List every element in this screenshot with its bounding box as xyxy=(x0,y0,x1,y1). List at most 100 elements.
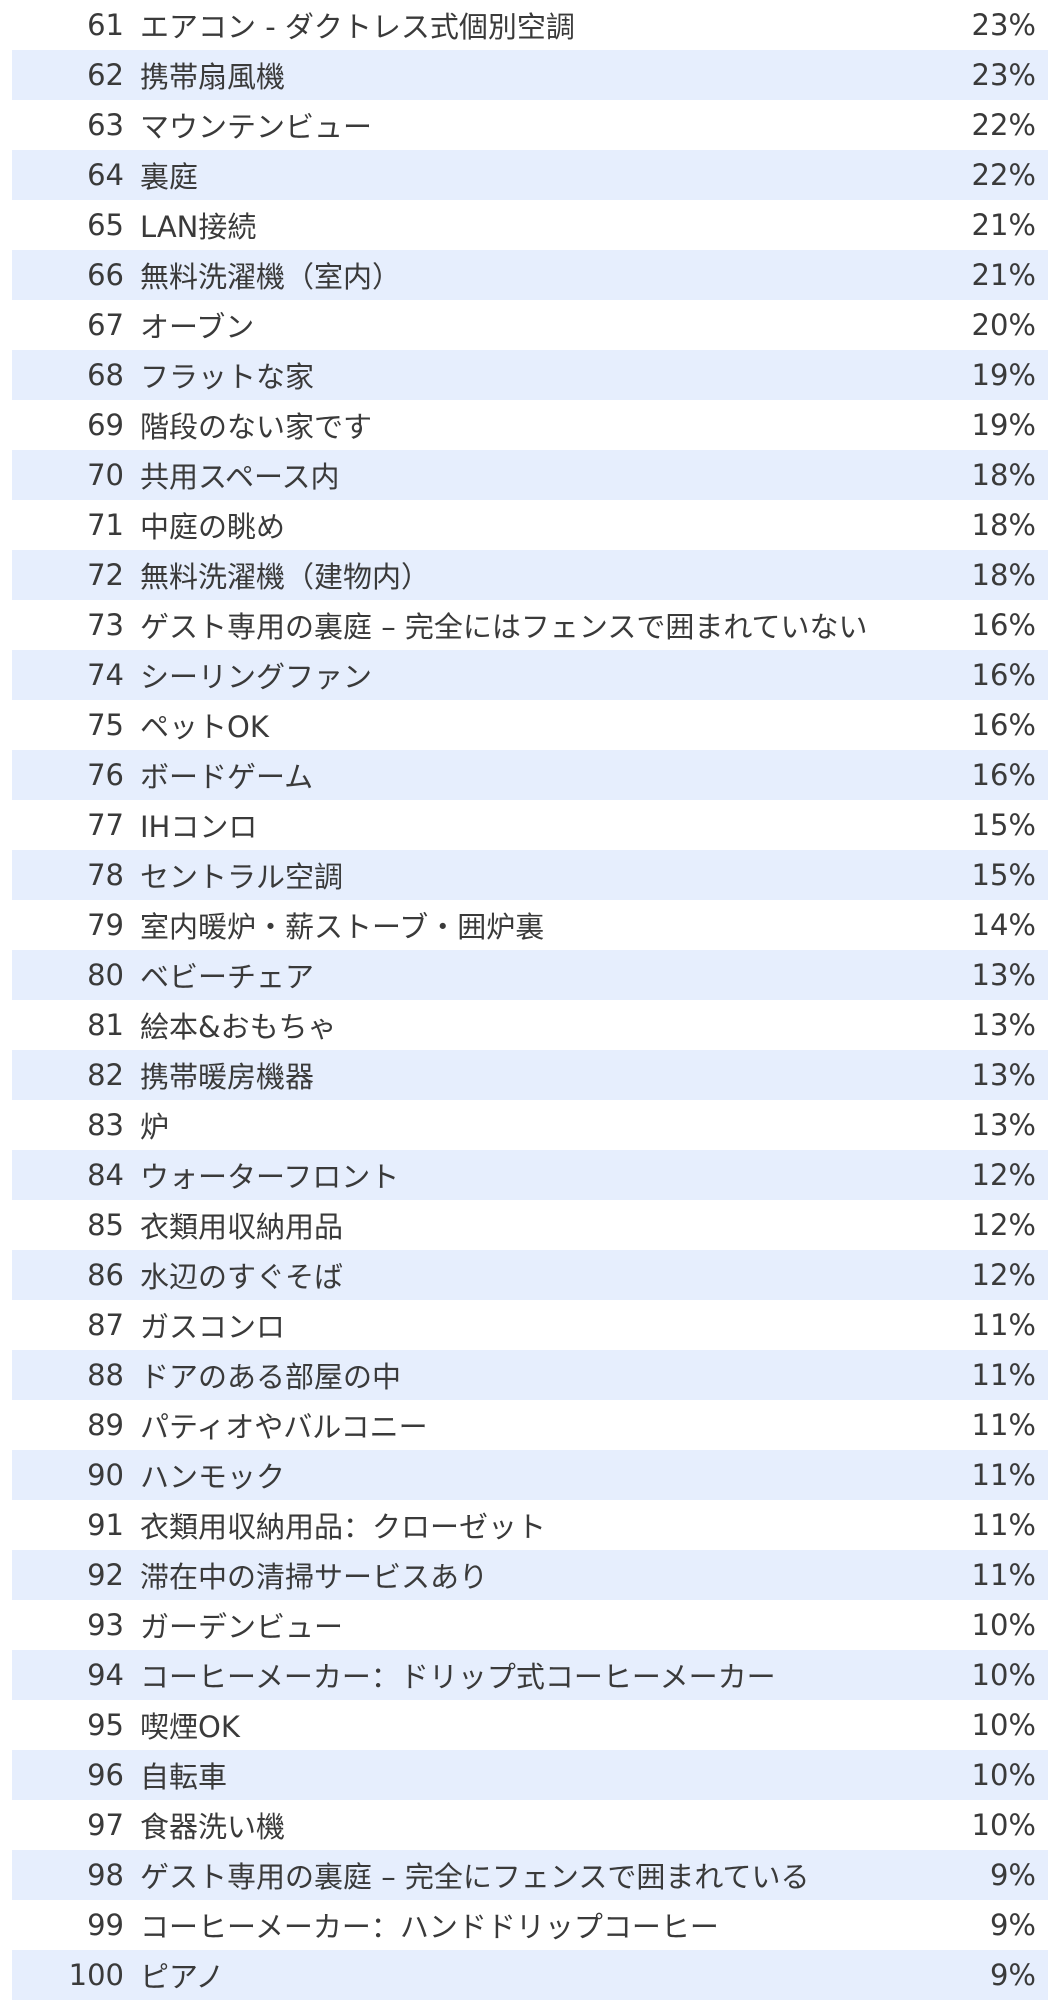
amenity-name: コーヒーメーカー：ドリップ式コーヒーメーカー xyxy=(140,1660,776,1694)
rank-number: 95 xyxy=(87,1708,124,1742)
amenity-percentage: 9% xyxy=(989,1958,1036,1992)
amenity-percentage: 11% xyxy=(971,1408,1036,1442)
amenity-percentage: 9% xyxy=(989,1858,1036,1892)
table-row: 83 炉 13% xyxy=(12,1100,1048,1150)
amenity-percentage: 18% xyxy=(971,558,1036,592)
amenity-percentage: 13% xyxy=(971,1108,1036,1142)
amenity-percentage: 19% xyxy=(971,358,1036,392)
table-row: 64 裏庭 22% xyxy=(12,150,1048,200)
amenity-percentage: 10% xyxy=(971,1608,1036,1642)
amenity-name: ハンモック xyxy=(140,1460,286,1494)
rank-number: 89 xyxy=(87,1408,124,1442)
amenity-name: 食器洗い機 xyxy=(140,1810,286,1844)
rank-number: 64 xyxy=(87,158,124,192)
amenity-percentage: 16% xyxy=(971,658,1036,692)
amenity-percentage: 11% xyxy=(971,1558,1036,1592)
amenity-name: エアコン - ダクトレス式個別空調 xyxy=(140,10,575,44)
amenity-percentage: 12% xyxy=(971,1208,1036,1242)
amenity-percentage: 13% xyxy=(971,958,1036,992)
amenity-name: シーリングファン xyxy=(140,660,373,694)
table-row: 63 マウンテンビュー 22% xyxy=(12,100,1048,150)
rank-number: 74 xyxy=(87,658,124,692)
table-row: 92 滞在中の清掃サービスあり 11% xyxy=(12,1550,1048,1600)
table-row: 77 IHコンロ 15% xyxy=(12,800,1048,850)
amenity-percentage: 12% xyxy=(971,1158,1036,1192)
amenity-name: IHコンロ xyxy=(140,810,258,844)
table-row: 75 ペットOK 16% xyxy=(12,700,1048,750)
amenity-percentage: 18% xyxy=(971,508,1036,542)
amenity-percentage: 10% xyxy=(971,1708,1036,1742)
rank-number: 96 xyxy=(87,1758,124,1792)
rank-number: 63 xyxy=(87,108,124,142)
amenity-name: 滞在中の清掃サービスあり xyxy=(140,1560,489,1594)
table-row: 86 水辺のすぐそば 12% xyxy=(12,1250,1048,1300)
amenity-percentage: 11% xyxy=(971,1308,1036,1342)
rank-number: 62 xyxy=(87,58,124,92)
table-row: 76 ボードゲーム 16% xyxy=(12,750,1048,800)
amenity-percentage: 11% xyxy=(971,1508,1036,1542)
table-row: 74 シーリングファン 16% xyxy=(12,650,1048,700)
amenity-name: ガスコンロ xyxy=(140,1310,286,1344)
amenity-percentage: 11% xyxy=(971,1458,1036,1492)
rank-number: 98 xyxy=(87,1858,124,1892)
amenity-name: 水辺のすぐそば xyxy=(140,1260,344,1294)
rank-number: 82 xyxy=(87,1058,124,1092)
table-row: 100 ピアノ 9% xyxy=(12,1950,1048,2000)
amenity-percentage: 23% xyxy=(971,58,1036,92)
rank-number: 90 xyxy=(87,1458,124,1492)
amenity-name: 自転車 xyxy=(140,1760,228,1794)
rank-number: 87 xyxy=(87,1308,124,1342)
table-row: 68 フラットな家 19% xyxy=(12,350,1048,400)
amenity-percentage: 22% xyxy=(971,158,1036,192)
rank-number: 84 xyxy=(87,1158,124,1192)
amenity-name: 室内暖炉・薪ストーブ・囲炉裏 xyxy=(140,910,545,944)
table-row: 66 無料洗濯機（室内） 21% xyxy=(12,250,1048,300)
table-row: 97 食器洗い機 10% xyxy=(12,1800,1048,1850)
amenity-percentage: 11% xyxy=(971,1358,1036,1392)
rank-number: 86 xyxy=(87,1258,124,1292)
rank-number: 94 xyxy=(87,1658,124,1692)
amenity-percentage: 10% xyxy=(971,1658,1036,1692)
rank-number: 85 xyxy=(87,1208,124,1242)
amenity-name: マウンテンビュー xyxy=(140,110,373,144)
amenity-name: ドアのある部屋の中 xyxy=(140,1360,402,1394)
amenity-percentage: 19% xyxy=(971,408,1036,442)
rank-number: 78 xyxy=(87,858,124,892)
table-row: 99 コーヒーメーカー：ハンドドリップコーヒー 9% xyxy=(12,1900,1048,1950)
table-row: 70 共用スペース内 18% xyxy=(12,450,1048,500)
amenity-name: 階段のない家です xyxy=(140,410,373,444)
rank-number: 70 xyxy=(87,458,124,492)
table-row: 69 階段のない家です 19% xyxy=(12,400,1048,450)
table-row: 82 携帯暖房機器 13% xyxy=(12,1050,1048,1100)
amenity-name: ベビーチェア xyxy=(140,960,315,994)
rank-number: 71 xyxy=(87,508,124,542)
amenity-name: ゲスト専用の裏庭 – 完全にはフェンスで囲まれていない xyxy=(140,610,868,644)
rank-number: 100 xyxy=(68,1958,124,1992)
table-row: 89 パティオやバルコニー 11% xyxy=(12,1400,1048,1450)
rank-number: 91 xyxy=(87,1508,124,1542)
rank-number: 73 xyxy=(87,608,124,642)
amenity-name: ガーデンビュー xyxy=(140,1610,344,1644)
rank-number: 97 xyxy=(87,1808,124,1842)
rank-number: 88 xyxy=(87,1358,124,1392)
table-row: 65 LAN接続 21% xyxy=(12,200,1048,250)
table-row: 88 ドアのある部屋の中 11% xyxy=(12,1350,1048,1400)
amenity-percentage: 12% xyxy=(971,1258,1036,1292)
table-row: 71 中庭の眺め 18% xyxy=(12,500,1048,550)
table-row: 81 絵本&おもちゃ 13% xyxy=(12,1000,1048,1050)
amenity-name: 携帯暖房機器 xyxy=(140,1060,315,1094)
amenity-percentage: 20% xyxy=(971,308,1036,342)
amenity-percentage: 10% xyxy=(971,1758,1036,1792)
rank-number: 69 xyxy=(87,408,124,442)
rank-number: 77 xyxy=(87,808,124,842)
table-row: 84 ウォーターフロント 12% xyxy=(12,1150,1048,1200)
amenity-name: ペットOK xyxy=(140,710,269,744)
rank-number: 68 xyxy=(87,358,124,392)
amenity-name: コーヒーメーカー：ハンドドリップコーヒー xyxy=(140,1910,719,1944)
table-row: 80 ベビーチェア 13% xyxy=(12,950,1048,1000)
table-row: 79 室内暖炉・薪ストーブ・囲炉裏 14% xyxy=(12,900,1048,950)
amenity-percentage: 16% xyxy=(971,708,1036,742)
table-row: 90 ハンモック 11% xyxy=(12,1450,1048,1500)
rank-number: 72 xyxy=(87,558,124,592)
rank-number: 92 xyxy=(87,1558,124,1592)
